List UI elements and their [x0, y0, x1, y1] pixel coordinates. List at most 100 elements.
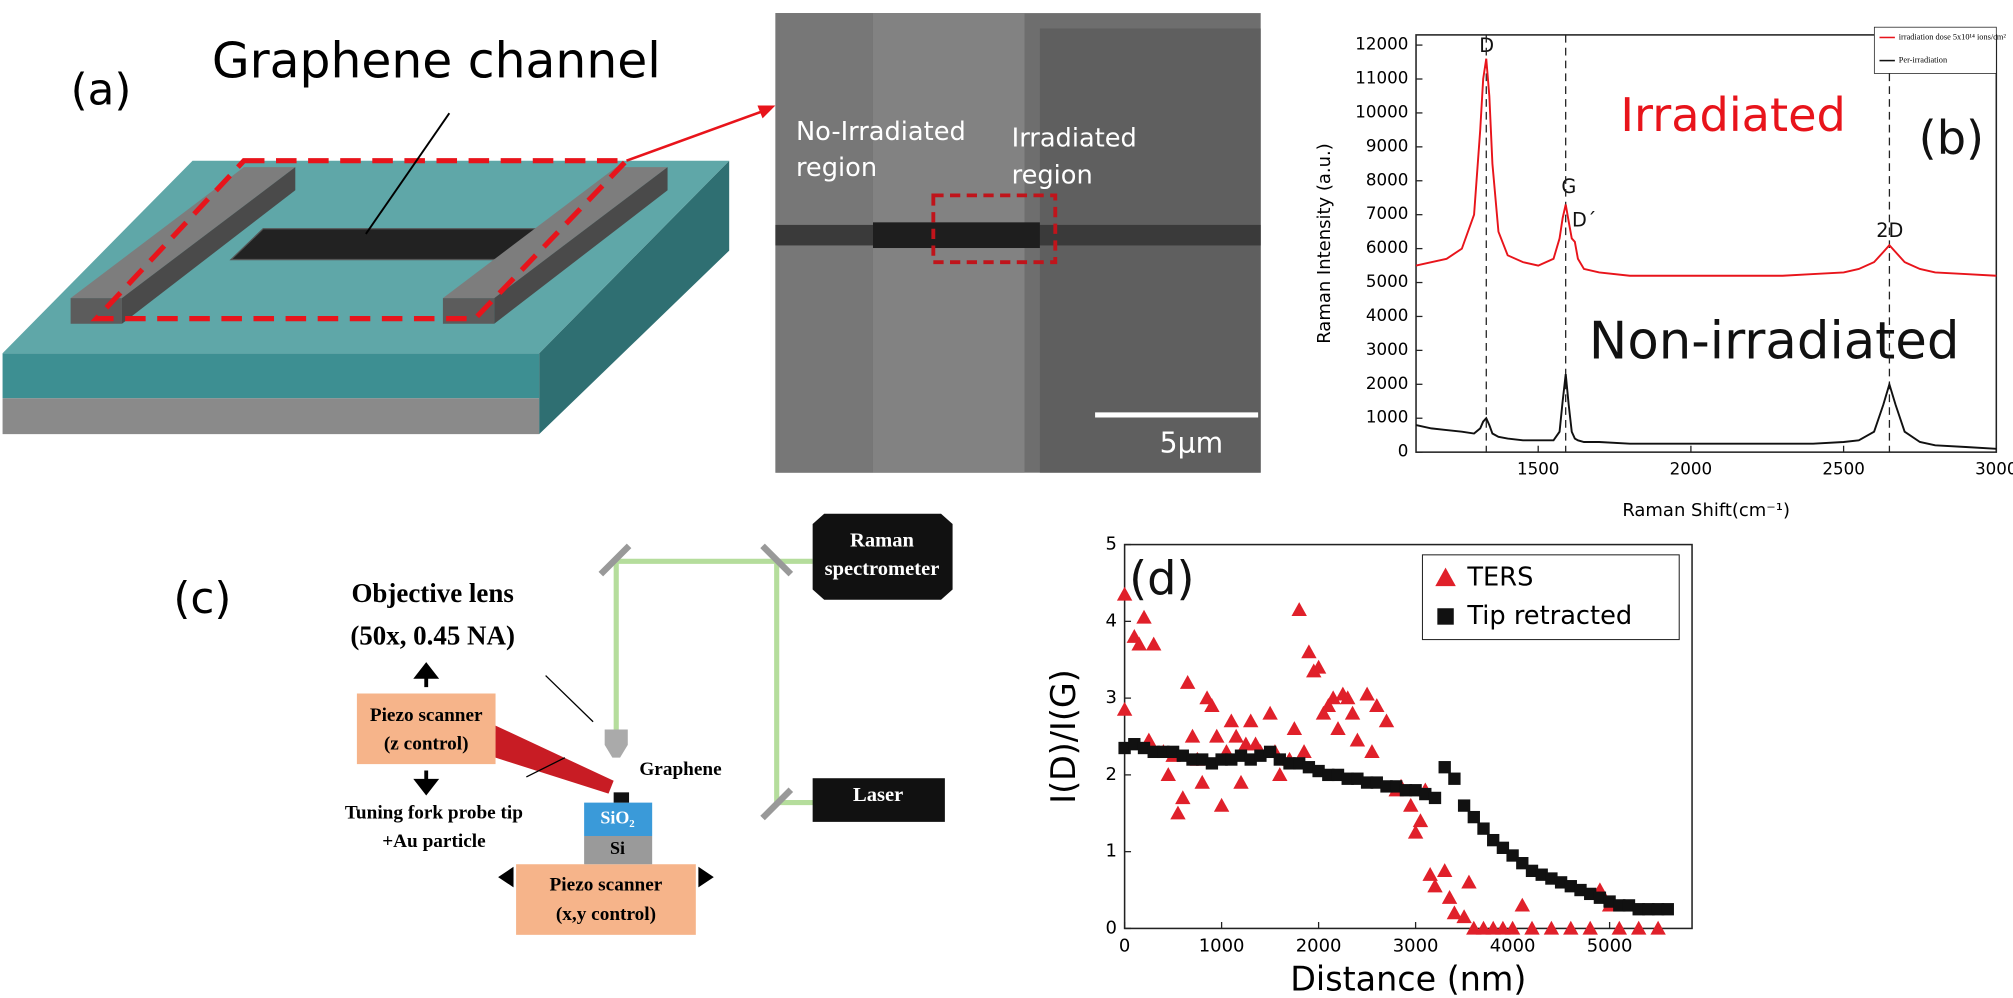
annotation: G — [1561, 175, 1576, 198]
x-axis-title: Raman Shift(cm⁻¹) — [1622, 500, 1790, 521]
marker — [1243, 713, 1258, 727]
marker — [1214, 798, 1229, 812]
figure: (a) Graphene channel No-Irradiated regio… — [0, 0, 2013, 998]
marker — [1350, 733, 1365, 747]
piezo-label: Piezo scanner — [370, 705, 483, 726]
y-tick-label: 4000 — [1366, 306, 1408, 325]
y-tick-label: 9000 — [1366, 136, 1408, 155]
pointer — [546, 676, 594, 722]
sem-image: No-Irradiated region Irradiated region 5… — [775, 13, 1260, 473]
y-axis-title: Raman Intensity (a.u.) — [1314, 143, 1335, 343]
legend-label: irradiation dose 5x10¹⁴ ions/cm² — [1899, 32, 2007, 41]
panel-label: (c) — [173, 573, 231, 624]
y-tick-label: 1000 — [1366, 408, 1408, 427]
y-tick-label: 6000 — [1366, 238, 1408, 257]
marker — [1631, 921, 1646, 935]
annotation: D´ — [1572, 209, 1596, 232]
x-tick-label: 5000 — [1587, 935, 1633, 956]
marker — [1228, 729, 1243, 743]
marker — [1544, 921, 1559, 935]
substrate-oxide — [3, 353, 540, 398]
marker — [1413, 813, 1428, 827]
region-label: No-Irradiated — [796, 117, 966, 147]
piezo-label: (z control) — [384, 733, 469, 754]
marker — [1612, 921, 1627, 935]
marker — [1461, 875, 1476, 889]
annotation: Irradiated — [1620, 88, 1845, 142]
marker — [1330, 721, 1345, 735]
marker — [1662, 903, 1674, 915]
y-tick-label: 5000 — [1366, 272, 1408, 291]
marker — [1429, 792, 1441, 804]
legend-swatch — [1437, 608, 1453, 624]
marker — [1292, 602, 1307, 616]
sio2-label: SiO₂ — [600, 807, 634, 827]
y-axis-title: I(D)/I(G) — [1044, 669, 1083, 804]
y-tick-label: 0 — [1105, 917, 1116, 938]
graphene-label: Graphene — [639, 759, 722, 780]
marker — [1185, 729, 1200, 743]
spectrometer-label: Raman — [850, 530, 914, 552]
marker — [1505, 921, 1520, 935]
marker — [1161, 767, 1176, 781]
marker — [1650, 921, 1665, 935]
substrate-si — [3, 398, 540, 434]
x-tick-label: 0 — [1119, 935, 1130, 956]
objective — [605, 729, 628, 757]
panel-label: (a) — [71, 65, 132, 116]
marker — [1563, 921, 1578, 935]
graphene-flake — [614, 792, 629, 802]
marker — [1359, 687, 1374, 701]
marker — [1448, 773, 1460, 785]
y-tick-label: 4 — [1105, 610, 1116, 631]
page: {"panel_a": {"label": "(a)", "caption": … — [0, 0, 2013, 998]
piezo-label: Piezo scanner — [550, 874, 663, 895]
y-tick-label: 1 — [1105, 841, 1116, 862]
x-tick-label: 3000 — [1975, 460, 2013, 479]
si-label: Si — [610, 838, 625, 858]
arrow-head — [757, 106, 775, 119]
y-tick-label: 3000 — [1366, 340, 1408, 359]
marker — [1442, 890, 1457, 904]
sem-region — [1040, 28, 1261, 472]
y-tick-label: 8000 — [1366, 170, 1408, 189]
y-tick-label: 10000 — [1355, 102, 1408, 121]
y-tick-label: 5 — [1105, 534, 1116, 555]
marker — [1458, 799, 1470, 811]
probe-label: +Au particle — [382, 831, 486, 852]
marker — [1524, 921, 1539, 935]
y-tick-label: 3 — [1105, 687, 1116, 708]
region-label: Irradiated — [1012, 123, 1137, 153]
sem-channel-dark — [873, 222, 1040, 248]
device-schematic: (a) Graphene channel — [3, 32, 776, 434]
caption: Graphene channel — [212, 32, 661, 89]
marker — [1582, 921, 1597, 935]
marker — [1175, 790, 1190, 804]
marker — [1262, 706, 1277, 720]
annotation: (d) — [1129, 551, 1194, 605]
y-tick-label: 0 — [1398, 442, 1409, 461]
marker — [1437, 863, 1452, 877]
marker — [1364, 744, 1379, 758]
x-tick-label: 2500 — [1822, 460, 1864, 479]
legend-label: Per-irradiation — [1899, 55, 1948, 64]
legend-label: TERS — [1466, 562, 1533, 592]
x-tick-label: 1500 — [1517, 460, 1559, 479]
marker — [1468, 811, 1480, 823]
x-tick-label: 3000 — [1393, 935, 1439, 956]
marker — [1224, 713, 1239, 727]
marker — [1146, 637, 1161, 651]
y-tick-label: 7000 — [1366, 204, 1408, 223]
marker — [1136, 610, 1151, 624]
marker — [1403, 798, 1418, 812]
marker — [1515, 898, 1530, 912]
y-tick-label: 12000 — [1355, 35, 1408, 54]
marker — [1287, 721, 1302, 735]
x-tick-label: 2000 — [1296, 935, 1342, 956]
ters-setup: (c) Objective lens (50x, 0.45 NA) Piezo … — [173, 514, 952, 935]
marker — [1301, 644, 1316, 658]
marker — [1170, 806, 1185, 820]
objective-label: (50x, 0.45 NA) — [350, 620, 515, 650]
marker — [1117, 702, 1132, 716]
objective-label: Objective lens — [351, 578, 513, 608]
